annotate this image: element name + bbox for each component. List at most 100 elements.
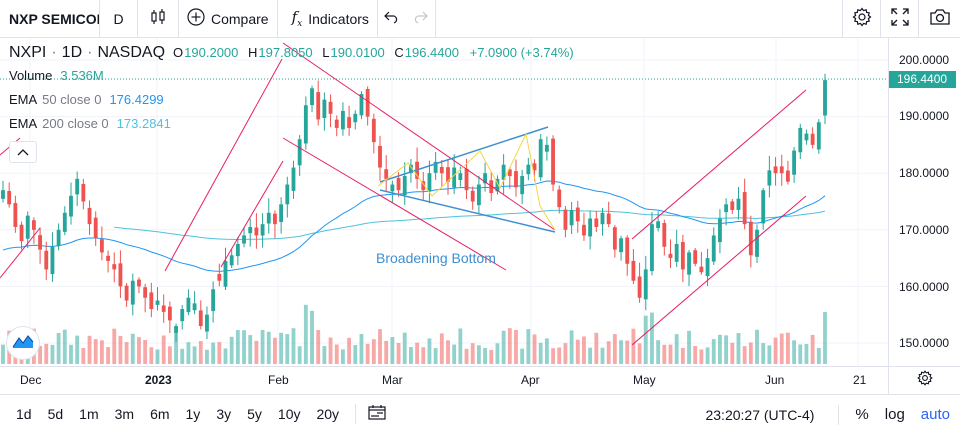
last-price-label: 196.4400 xyxy=(889,71,956,88)
volume-bar xyxy=(476,345,481,364)
interval-button[interactable]: D xyxy=(100,0,138,38)
volume-bar xyxy=(433,348,438,364)
candle-body xyxy=(711,235,716,262)
candle-body xyxy=(19,224,24,242)
volume-bar xyxy=(371,339,376,364)
price-axis[interactable]: 200.0000 190.0000 180.0000 170.0000 160.… xyxy=(888,38,960,366)
broadening-bottom-lower xyxy=(379,189,556,233)
percent-scale-toggle[interactable]: % xyxy=(855,406,869,423)
time-axis[interactable]: Dec 2023 Feb Mar Apr May Jun 21 xyxy=(0,366,888,394)
volume-bar xyxy=(198,341,203,364)
legend-sep: · xyxy=(87,44,93,61)
legend-ema50-row[interactable]: EMA 50 close 0 176.4299 xyxy=(9,92,580,116)
candle-body xyxy=(143,287,148,298)
volume-bar xyxy=(662,344,667,364)
price-tick: 180.0000 xyxy=(899,166,950,180)
volume-bar xyxy=(582,336,586,364)
function-icon: fx xyxy=(291,8,303,29)
snapshot-button[interactable] xyxy=(918,0,960,38)
legend-collapse-button[interactable] xyxy=(9,141,37,163)
candle-body xyxy=(112,264,117,270)
volume-bar xyxy=(575,339,580,364)
volume-bar xyxy=(439,333,444,364)
volume-bar xyxy=(266,331,271,364)
redo-icon xyxy=(412,10,429,27)
candle-body xyxy=(347,117,352,128)
candle-body xyxy=(81,184,86,202)
price-tick: 200.0000 xyxy=(899,53,950,67)
range-button-1m[interactable]: 1m xyxy=(79,406,99,422)
volume-bar xyxy=(755,329,759,364)
volume-bar xyxy=(656,340,661,364)
auto-scale-toggle[interactable]: auto xyxy=(920,406,950,423)
clock-timezone[interactable]: 23:20:27 (UTC-4) xyxy=(705,406,815,423)
range-button-1d[interactable]: 1d xyxy=(16,406,32,422)
candle-body xyxy=(44,250,49,270)
volume-bar xyxy=(87,335,92,364)
volume-bar xyxy=(798,344,803,364)
range-button-6m[interactable]: 6m xyxy=(150,406,170,422)
range-button-5d[interactable]: 5d xyxy=(47,406,64,422)
volume-bar xyxy=(118,335,123,364)
date-range-button[interactable] xyxy=(368,404,386,425)
legend-main-row[interactable]: NXPI · 1D · NASDAQ O190.2000 H197.8050 L… xyxy=(9,44,580,68)
candle-body xyxy=(600,212,605,225)
volume-bar xyxy=(668,344,673,364)
volume-bar xyxy=(600,347,605,364)
camera-icon xyxy=(929,8,951,31)
time-tick: 21 xyxy=(853,373,867,387)
legend-volume-row[interactable]: Volume 3.536M xyxy=(9,68,580,92)
volume-bar xyxy=(254,340,259,364)
high-value: 197.8050 xyxy=(258,45,313,60)
range-button-10y[interactable]: 10y xyxy=(277,406,301,422)
candle-body xyxy=(56,229,61,247)
candle-body xyxy=(69,195,73,217)
range-button-3m[interactable]: 3m xyxy=(114,406,135,422)
candle-body xyxy=(718,218,722,243)
toolbar-right-group xyxy=(842,0,960,38)
indicators-button[interactable]: fx Indicators xyxy=(278,0,378,38)
candle-body xyxy=(303,105,308,144)
volume-bar xyxy=(804,343,809,364)
redo-button[interactable] xyxy=(406,0,436,38)
range-button-20y[interactable]: 20y xyxy=(316,406,340,422)
candle-body xyxy=(631,260,636,281)
volume-bar xyxy=(50,344,55,364)
candle-body xyxy=(316,92,321,120)
candle-body xyxy=(75,178,80,195)
chart-style-button[interactable] xyxy=(138,0,179,38)
candle-body xyxy=(705,258,710,277)
compare-button[interactable]: Compare xyxy=(179,0,278,38)
fullscreen-button[interactable] xyxy=(880,0,918,38)
candle-body xyxy=(285,184,290,205)
tradingview-logo[interactable] xyxy=(6,326,40,360)
volume-bar xyxy=(643,315,648,364)
volume-bar xyxy=(180,348,185,364)
volume-bar xyxy=(594,332,599,364)
range-button-1y[interactable]: 1y xyxy=(185,406,201,422)
symbol-search[interactable]: NXP SEMICONDUCTORS xyxy=(0,0,100,38)
broadening-bottom-upper xyxy=(379,126,549,183)
volume-bar xyxy=(470,343,475,364)
candle-body xyxy=(180,309,185,322)
candle-body xyxy=(260,224,265,236)
legend-ema200-row[interactable]: EMA 200 close 0 173.2841 xyxy=(9,116,580,140)
volume-bar xyxy=(538,342,543,364)
pattern-annotation[interactable]: Broadening Bottom xyxy=(376,250,496,266)
candle-body xyxy=(408,164,413,174)
candle-body xyxy=(62,212,67,232)
candle-body xyxy=(7,190,12,205)
time-tick: Jun xyxy=(765,373,785,387)
settings-button[interactable] xyxy=(842,0,880,38)
volume-bar xyxy=(384,340,389,364)
range-button-5y[interactable]: 5y xyxy=(247,406,262,422)
volume-bar xyxy=(452,344,457,364)
range-button-3y[interactable]: 3y xyxy=(216,406,232,422)
candle-body xyxy=(198,310,203,327)
candle-body xyxy=(668,253,673,259)
undo-button[interactable] xyxy=(378,0,406,38)
volume-bar xyxy=(792,340,797,364)
volume-bar xyxy=(112,328,117,364)
log-scale-toggle[interactable]: log xyxy=(884,406,905,423)
axis-settings-button[interactable] xyxy=(888,366,960,394)
